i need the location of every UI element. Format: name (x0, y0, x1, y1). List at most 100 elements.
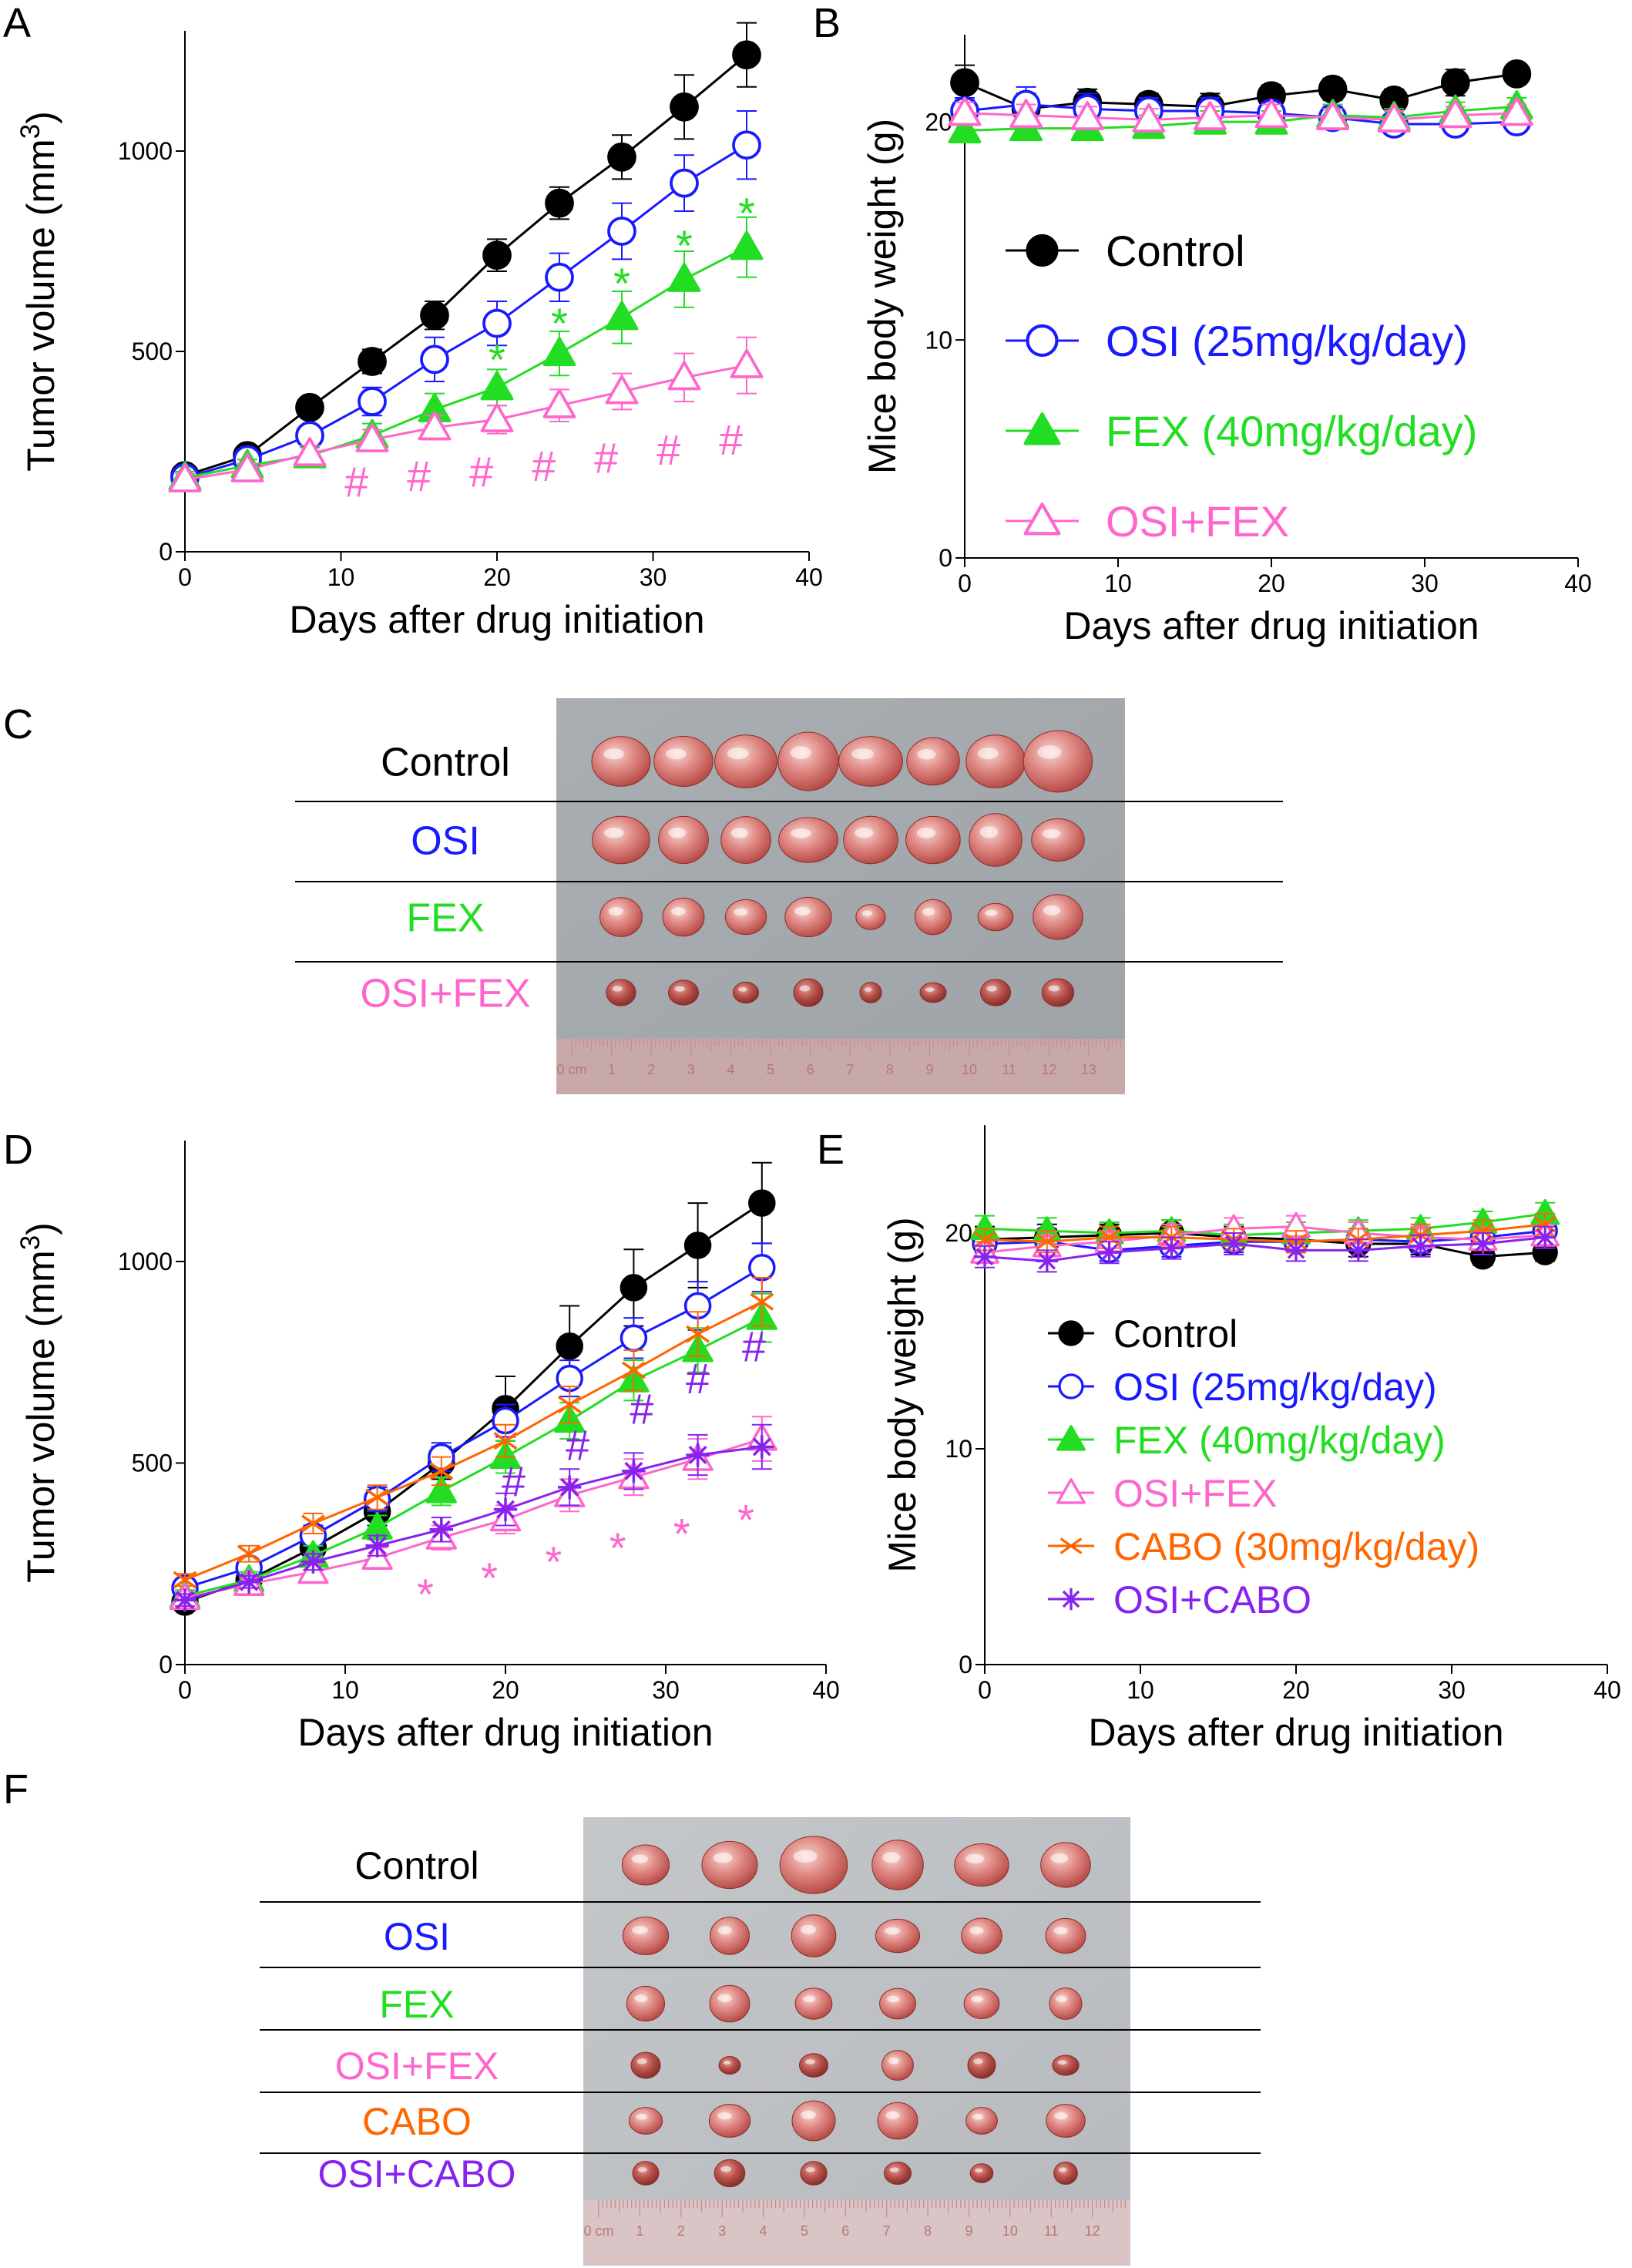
chart-a-point-control (607, 142, 636, 172)
chart-d-series-line-control (184, 1201, 763, 1604)
chart-a-y-axis-label: Tumor volume (mm3) (15, 111, 62, 472)
photo-f-row-label: OSI+CABO (317, 2152, 515, 2196)
chart-panel-b: 0 10 20 30 40 0 10 20 Days after drug initiation… (861, 35, 1592, 647)
chart-a-series-osi (170, 110, 761, 492)
chart-a-point-osi_fex (168, 462, 202, 492)
chart-d-series-line-osi_fex (184, 1437, 763, 1600)
photo-f-ruler-number: 6 (841, 2223, 849, 2239)
chart-b-point-control (950, 68, 979, 98)
chart-a-significance-mark: * (489, 335, 505, 384)
chart-d-significance-mark: * (609, 1524, 626, 1572)
chart-e-point-osi_cabo (1347, 1239, 1370, 1262)
chart-d-significance-mark: # (742, 1322, 766, 1370)
chart-a-point-control (358, 347, 387, 376)
photo-f-photo-background (583, 1817, 1130, 2266)
panel-letter-d: D (3, 1127, 33, 1173)
chart-e-x-tick-label: 0 (978, 1676, 992, 1704)
photo-c-ruler-number: 1 (608, 1062, 616, 1077)
photo-f-tumor (779, 1836, 848, 1894)
chart-d-point-cabo (237, 1544, 261, 1563)
photo-c-tumor (599, 897, 643, 937)
chart-a-point-fex (667, 262, 701, 292)
chart-d-x-tick-label: 10 (331, 1676, 359, 1704)
chart-d-point-osi_cabo (301, 1550, 325, 1574)
chart-e-point-cabo (973, 1231, 996, 1248)
chart-a-point-osi (420, 344, 449, 375)
chart-e-point-osi_cabo (1472, 1232, 1494, 1255)
chart-d-significance-mark: # (630, 1384, 653, 1433)
photo-f-tumor (879, 1987, 916, 2020)
photo-f-row-label: FEX (379, 1983, 454, 2026)
chart-e-x-tick-label: 20 (1282, 1676, 1310, 1704)
chart-d-point-cabo (301, 1514, 325, 1533)
chart-d-significance-mark: * (546, 1537, 562, 1586)
chart-d-point-osi_cabo (429, 1517, 453, 1541)
photo-f-tumor (1040, 1842, 1091, 1888)
chart-a-point-osi_fex (542, 388, 576, 418)
photo-f-tumor (1046, 2104, 1086, 2138)
photo-c-tumor (1031, 818, 1085, 862)
photo-f-tumor (877, 2102, 918, 2140)
chart-e-y-tick-label: 10 (945, 1435, 972, 1463)
tumor-photo-panel-f: 0 cm 1 2 3 4 5 6 7 8 9 10 11 12ControlOSIFEXOSI+FEXC… (260, 1817, 1261, 2266)
chart-b-legend-marker (1023, 412, 1061, 445)
chart-d-series-cabo (173, 1276, 774, 1589)
photo-f-ruler-number: 1 (636, 2223, 643, 2239)
chart-e-legend-item-osi_fex: OSI+FEX (1048, 1472, 1278, 1515)
chart-b-legend-marker (1026, 324, 1059, 358)
chart-b-point-fex (948, 114, 982, 144)
chart-d-point-osi (620, 1324, 648, 1352)
chart-e-series-line-osi_fex (984, 1225, 1546, 1254)
chart-d-point-osi_cabo (493, 1497, 518, 1521)
photo-f-tumor (875, 1918, 921, 1954)
chart-b-y-tick-label: 0 (939, 544, 952, 572)
chart-b-series-line-fex (964, 105, 1517, 132)
photo-c-row-label: FEX (406, 896, 484, 941)
photo-f-tumor (800, 2161, 828, 2186)
photo-c-tumor (777, 731, 839, 791)
chart-a-point-osi_fex (480, 402, 514, 432)
chart-e-point-osi_cabo (1284, 1239, 1308, 1262)
chart-d-series-line-osi_cabo (184, 1446, 762, 1601)
tumor-photo-panel-c: 0 cm 1 2 3 4 5 6 7 8 9 10 11 12 13ControlOSIFEXOSI+FE… (295, 698, 1283, 1094)
photo-c-ruler-number: 9 (925, 1062, 933, 1077)
photo-c-tumor (592, 815, 650, 865)
chart-a-significance-mark: # (469, 448, 493, 496)
chart-a-x-tick-label: 20 (483, 563, 511, 591)
chart-b-series-line-osi (964, 103, 1517, 126)
chart-d-point-control (556, 1332, 583, 1360)
chart-a-point-control (732, 40, 761, 70)
photo-c-tumor (784, 896, 832, 938)
chart-d-point-cabo (173, 1571, 197, 1589)
photo-f-ruler-number: 7 (883, 2223, 891, 2239)
photo-f-tumor (630, 2051, 661, 2079)
chart-e-legend-item-fex: FEX (40mg/kg/day) (1048, 1419, 1446, 1462)
photo-c-row-label: OSI+FEX (360, 972, 530, 1016)
chart-d-point-cabo (686, 1325, 710, 1343)
photo-c-tumor (667, 979, 700, 1006)
chart-a-y-tick-label: 500 (132, 338, 173, 365)
photo-c-tumor (859, 982, 882, 1003)
photo-f-tumor (710, 1917, 750, 1955)
chart-e-point-osi_cabo (1222, 1232, 1245, 1255)
chart-e-legend-item-cabo: CABO (30mg/kg/day) (1048, 1525, 1479, 1568)
chart-a-point-osi_fex (667, 361, 701, 391)
chart-b-x-tick-label: 40 (1564, 570, 1592, 597)
chart-d-significance-mark: # (566, 1421, 589, 1470)
chart-d-series-osi_cabo (173, 1423, 774, 1612)
photo-f-tumor (791, 1914, 837, 1957)
chart-a-point-osi_fex (230, 452, 264, 482)
photo-f-tumor (881, 2050, 914, 2081)
chart-a-significance-mark: * (551, 299, 568, 348)
chart-b-legend-label: FEX (40mg/kg/day) (1106, 407, 1477, 455)
photo-f-tumor (1049, 1987, 1083, 2020)
chart-e-legend-label: OSI+FEX (1113, 1472, 1278, 1515)
chart-d-point-osi (748, 1254, 776, 1282)
chart-a-x-axis-label: Days after drug initiation (289, 598, 704, 641)
photo-f-tumor (794, 1987, 833, 2020)
chart-a-significance-mark: * (676, 221, 693, 270)
chart-a-series-line-osi (184, 143, 747, 479)
photo-f-tumor (1045, 1917, 1086, 1954)
photo-c-row-label: Control (381, 741, 510, 785)
